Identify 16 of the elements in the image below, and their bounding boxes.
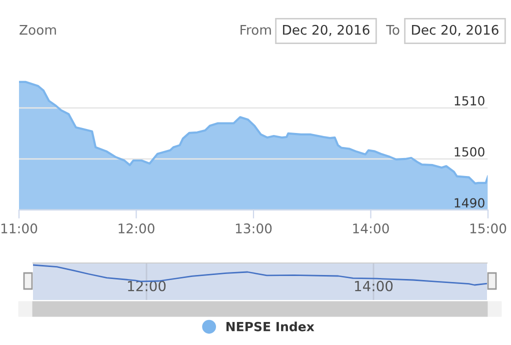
x-tick-label: 15:00 — [470, 223, 506, 234]
x-tick-label: 13:00 — [236, 223, 272, 234]
x-tick-label: 11:00 — [1, 223, 38, 234]
x-tick-label: 12:00 — [128, 280, 166, 292]
y-tick-label: 1490 — [454, 198, 484, 208]
text: Dec 20, 2016 — [412, 24, 498, 36]
legend-label: NEPSE Index — [226, 322, 314, 332]
text: From — [240, 25, 271, 35]
x-tick-label: 14:00 — [355, 280, 393, 292]
y-tick-label: 1510 — [454, 96, 484, 106]
x-tick-label: 12:00 — [118, 223, 154, 234]
y-tick-label: 1500 — [454, 147, 484, 157]
x-tick-label: 14:00 — [353, 223, 389, 234]
text: Zoom — [20, 25, 56, 35]
text: To — [386, 25, 400, 35]
text: Dec 20, 2016 — [283, 24, 370, 36]
